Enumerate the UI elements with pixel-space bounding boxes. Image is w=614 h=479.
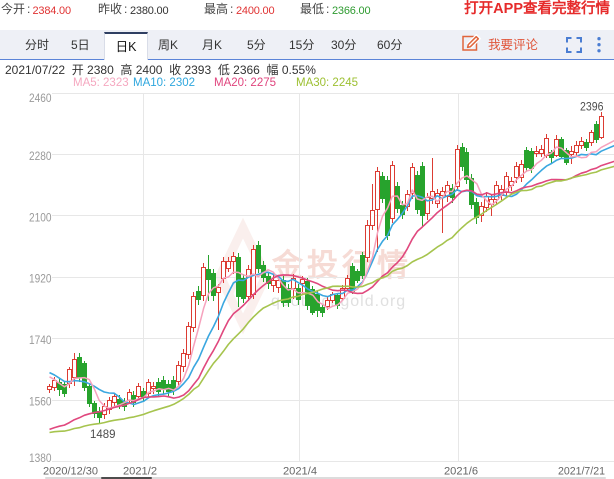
svg-text:1560: 1560 xyxy=(29,396,52,409)
svg-text:1489: 1489 xyxy=(90,428,116,441)
svg-text:1380: 1380 xyxy=(29,452,52,465)
svg-text:2396: 2396 xyxy=(580,101,604,114)
svg-text:2021/7/21: 2021/7/21 xyxy=(558,466,605,478)
svg-text:2280: 2280 xyxy=(29,150,52,163)
svg-text:2460: 2460 xyxy=(29,92,52,105)
svg-text:2100: 2100 xyxy=(29,211,52,224)
svg-text:2021/2: 2021/2 xyxy=(123,466,157,478)
svg-text:2021/6: 2021/6 xyxy=(444,466,478,478)
svg-text:1740: 1740 xyxy=(29,334,52,347)
svg-text:2021/4: 2021/4 xyxy=(283,466,317,478)
svg-text:1920: 1920 xyxy=(29,273,52,286)
svg-text:2020/12/30: 2020/12/30 xyxy=(43,466,98,478)
